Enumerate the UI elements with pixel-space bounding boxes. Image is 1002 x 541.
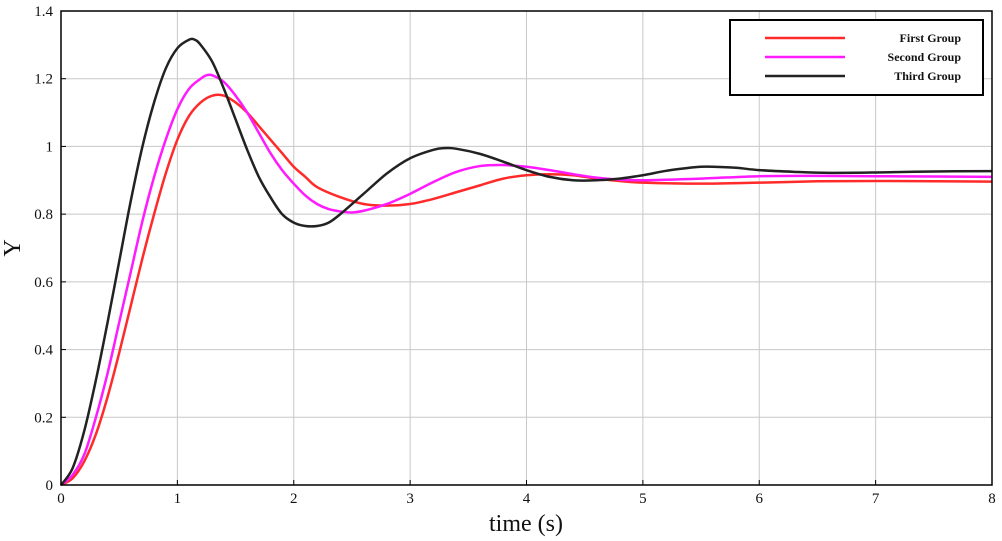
y-tick-label: 1 (46, 139, 54, 155)
y-tick-label: 0.2 (34, 410, 53, 426)
x-tick-label: 5 (639, 491, 647, 507)
legend-label-second-group: Second Group (888, 50, 962, 64)
y-tick-label: 0.6 (34, 275, 53, 291)
x-tick-label: 6 (756, 491, 764, 507)
legend-label-first-group: First Group (900, 31, 962, 45)
y-axis-title: Y (0, 239, 26, 256)
x-tick-label: 0 (57, 491, 65, 507)
series-line-third-group (59, 37, 993, 486)
y-axis: 0 0.2 0.4 0.6 0.8 1 1.2 1.4 (34, 4, 66, 494)
legend-label-third-group: Third Group (894, 69, 961, 83)
y-tick-label: 1.4 (34, 4, 53, 20)
x-tick-label: 3 (406, 491, 414, 507)
series-line-first-group (60, 93, 993, 487)
legend: First Group Second Group Third Group (729, 19, 984, 96)
x-axis: 0 1 2 3 4 5 6 7 8 (57, 480, 996, 507)
x-tick-label: 2 (290, 491, 298, 507)
x-tick-label: 7 (872, 491, 880, 507)
y-tick-label: 1.2 (34, 72, 53, 88)
series-group (59, 37, 993, 487)
x-axis-title: time (s) (489, 511, 563, 537)
y-tick-label: 0.8 (34, 207, 53, 223)
y-tick-label: 0.4 (34, 343, 53, 359)
x-tick-label: 4 (523, 491, 531, 507)
y-tick-label: 0 (46, 478, 54, 494)
x-tick-label: 1 (174, 491, 182, 507)
x-tick-label: 8 (988, 491, 996, 507)
